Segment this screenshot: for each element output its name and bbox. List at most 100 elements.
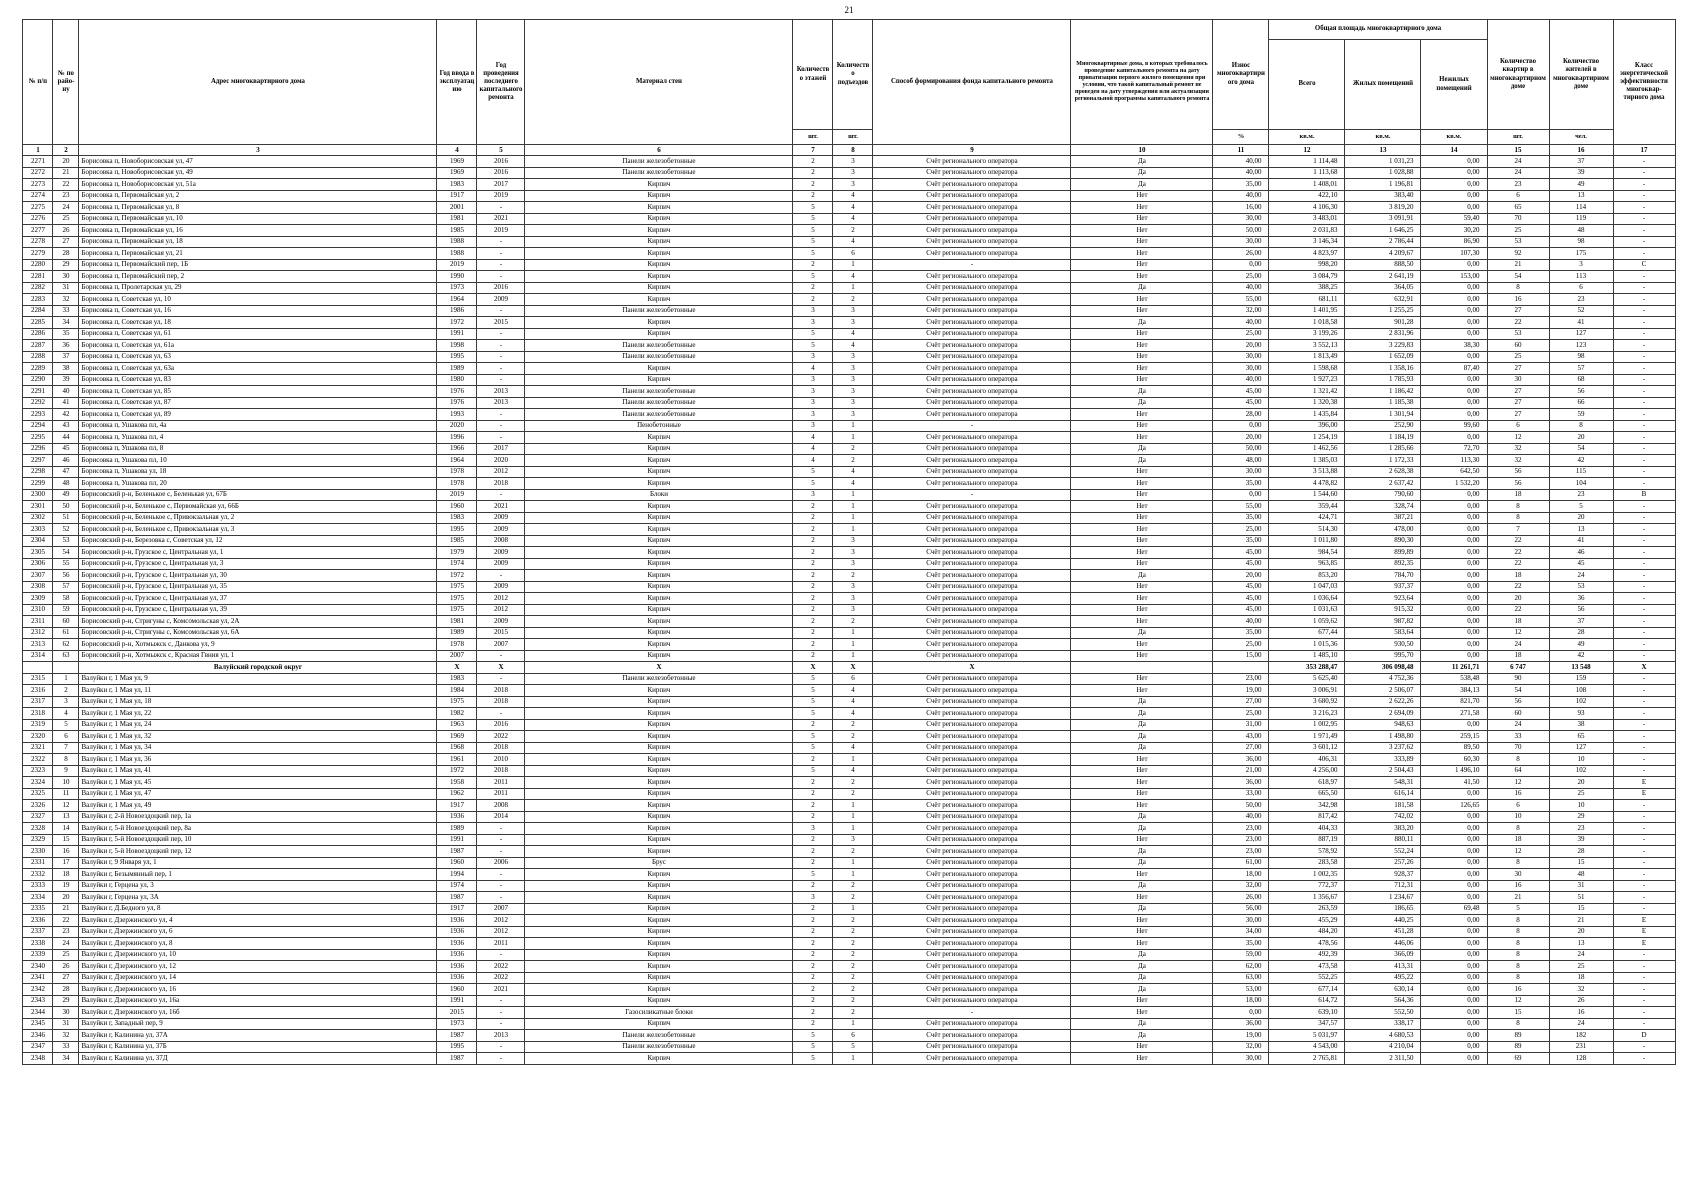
cell: 35,00 xyxy=(1212,511,1270,524)
cell: Счёт регионального оператора xyxy=(872,868,1072,881)
cell: - xyxy=(476,569,526,582)
cell: - xyxy=(1612,822,1676,835)
cell: 6 xyxy=(1486,189,1550,202)
cell: 2303 xyxy=(22,523,54,536)
cell: Нет xyxy=(1070,419,1214,432)
cell: 2020 xyxy=(476,454,526,467)
col-number: 2 xyxy=(52,144,80,156)
cell: 1 xyxy=(832,638,874,651)
cell: 4 xyxy=(832,235,874,248)
cell: 23,00 xyxy=(1212,833,1270,846)
header-area-living: Жилых помещений xyxy=(1344,39,1422,130)
cell: 52 xyxy=(1548,304,1614,317)
cell: 2 xyxy=(792,1006,834,1019)
cell: Счёт регионального оператора xyxy=(872,914,1072,927)
cell: 1980 xyxy=(436,373,478,386)
cell: Нет xyxy=(1070,523,1214,536)
cell: Борисовский р-н, Хотмыжск с, Красная Гвн… xyxy=(78,649,438,662)
cell: 923,64 xyxy=(1344,592,1422,605)
table-row: 2321 7 Валуйки г, 1 Мая ул, 34 1968 2018 Кирп… xyxy=(22,741,1676,754)
cell: Нет xyxy=(1070,477,1214,490)
cell: 5 xyxy=(792,270,834,283)
cell: 12 xyxy=(1486,845,1550,858)
cell: Счёт регионального оператора xyxy=(872,362,1072,375)
table-row: 2299 48 Борисовка п, Ушакова пл, 20 1978 201… xyxy=(22,477,1676,490)
cell: Да xyxy=(1070,856,1214,869)
table-row: 2272 21 Борисовка п, Новоборисовская ул, 4… xyxy=(22,166,1676,179)
cell: Кирпич xyxy=(524,902,794,915)
cell: 0,00 xyxy=(1420,925,1488,938)
cell: 1 301,94 xyxy=(1344,408,1422,421)
cell: - xyxy=(1612,155,1676,168)
table-row: 2333 19 Валуйки г, Герцена ул, 3 1974- Кирпи… xyxy=(22,879,1676,892)
cell: Кирпич xyxy=(524,431,794,444)
cell: - xyxy=(1612,500,1676,513)
cell: 18 xyxy=(1486,649,1550,662)
cell: Кирпич xyxy=(524,891,794,904)
cell: 13 xyxy=(1548,937,1614,950)
cell: - xyxy=(476,327,526,340)
cell: 2284 xyxy=(22,304,54,317)
cell: 0,00 xyxy=(1420,201,1488,214)
cell: 127 xyxy=(1548,741,1614,754)
cell: Валуйки г, 5-й Новоездоцкий пер, 10 xyxy=(78,833,438,846)
cell: - xyxy=(1612,868,1676,881)
cell: 5 xyxy=(792,339,834,352)
cell: 2 xyxy=(792,776,834,789)
cell: 3 819,20 xyxy=(1344,201,1422,214)
cell: 3 xyxy=(792,385,834,398)
cell: 3 229,83 xyxy=(1344,339,1422,352)
cell: 65 xyxy=(1548,730,1614,743)
cell: 40,00 xyxy=(1212,615,1270,628)
cell: - xyxy=(1612,454,1676,467)
cell: Нет xyxy=(1070,994,1214,1007)
cell: 0,00 xyxy=(1420,914,1488,927)
cell: Кирпич xyxy=(524,1052,794,1065)
cell: 55,00 xyxy=(1212,293,1270,306)
cell: 0,00 xyxy=(1420,580,1488,593)
cell: 119 xyxy=(1548,212,1614,225)
cell: 1 xyxy=(832,753,874,766)
cell: 948,63 xyxy=(1344,718,1422,731)
cell: - xyxy=(1612,695,1676,708)
cell: 1 356,67 xyxy=(1268,891,1346,904)
cell: 2013 xyxy=(476,1029,526,1042)
cell: Панели железобетонные xyxy=(524,339,794,352)
cell: 12 xyxy=(52,799,80,812)
cell: Кирпич xyxy=(524,868,794,881)
cell: 1962 xyxy=(436,787,478,800)
cell: 8 xyxy=(1486,500,1550,513)
unit-residents: чел. xyxy=(1548,129,1614,145)
document-page: 21 № п/п № по райо­ну Адрес многоквартир… xyxy=(22,5,1676,1065)
cell: 102 xyxy=(1548,764,1614,777)
cell: 6 xyxy=(52,730,80,743)
cell: 2 xyxy=(792,293,834,306)
cell: - xyxy=(1612,442,1676,455)
cell: 30 xyxy=(1486,868,1550,881)
cell: Е xyxy=(1612,925,1676,938)
cell: 6 747 xyxy=(1486,661,1550,674)
cell: Кирпич xyxy=(524,534,794,547)
cell: - xyxy=(476,431,526,444)
cell: Нет xyxy=(1070,925,1214,938)
cell: - xyxy=(1612,281,1676,294)
cell: Нет xyxy=(1070,488,1214,501)
table-row: 2283 32 Борисовка п, Советская ул, 10 1964 2… xyxy=(22,293,1676,306)
cell: 1987 xyxy=(436,1029,478,1042)
cell: Счёт регионального оператора xyxy=(872,615,1072,628)
cell: 39 xyxy=(52,373,80,386)
cell: 36 xyxy=(1548,592,1614,605)
cell: 2 xyxy=(792,845,834,858)
cell: 2 xyxy=(832,937,874,950)
col-number: 5 xyxy=(476,144,526,156)
cell: 2295 xyxy=(22,431,54,444)
cell: 3 xyxy=(1548,258,1614,271)
cell: 0,00 xyxy=(1420,868,1488,881)
cell: Нет xyxy=(1070,649,1214,662)
cell: Валуйки г, Дзержинского ул, 16 xyxy=(78,983,438,996)
table-row: 2284 33 Борисовка п, Советская ул, 16 1986-… xyxy=(22,304,1676,317)
cell: 995,70 xyxy=(1344,649,1422,662)
cell: - xyxy=(476,419,526,432)
cell: - xyxy=(1612,718,1676,731)
cell: 27 xyxy=(52,971,80,984)
